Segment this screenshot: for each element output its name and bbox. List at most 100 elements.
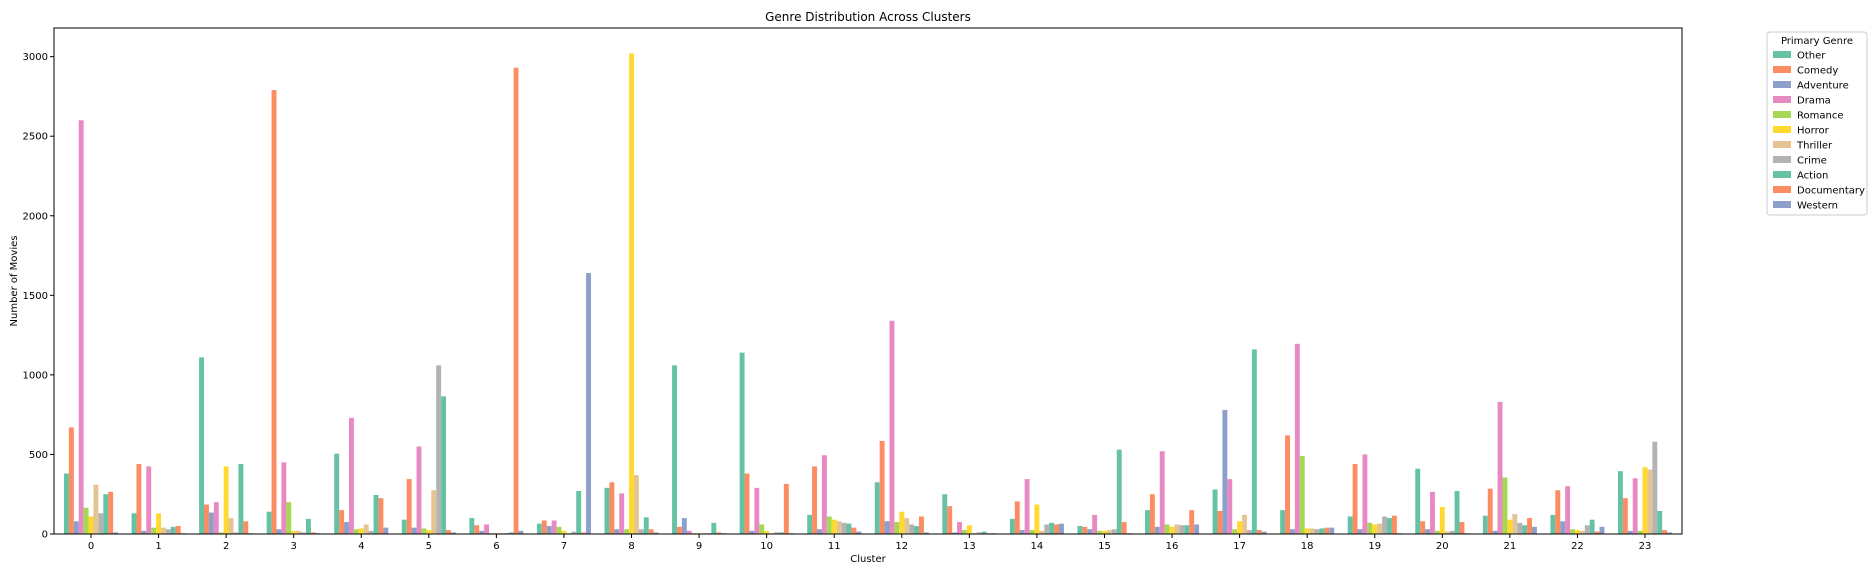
- bar-comedy-cluster-3: [271, 90, 277, 534]
- x-tick-label: 6: [493, 541, 499, 552]
- bar-drama-cluster-12: [889, 320, 895, 534]
- bar-romance-cluster-16: [1164, 524, 1170, 534]
- bar-other-cluster-21: [1482, 515, 1488, 534]
- bar-comedy-cluster-12: [879, 440, 885, 534]
- legend-swatch-thriller: [1773, 141, 1791, 148]
- bar-adventure-cluster-18: [1289, 529, 1295, 534]
- bar-adventure-cluster-4: [344, 522, 349, 534]
- bar-crime-cluster-0: [98, 513, 104, 534]
- bar-other-cluster-13: [942, 494, 948, 534]
- legend-label-romance: Romance: [1797, 111, 1843, 122]
- bar-thriller-cluster-2: [228, 518, 234, 534]
- bar-thriller-cluster-15: [1106, 530, 1112, 534]
- y-axis-label: Number of Movies: [9, 236, 20, 327]
- bar-horror-cluster-20: [1439, 506, 1445, 534]
- bar-crime-cluster-8: [638, 529, 644, 534]
- bar-romance-cluster-15: [1097, 530, 1103, 534]
- bar-adventure-cluster-7: [546, 526, 552, 534]
- legend-label-action: Action: [1797, 171, 1828, 182]
- x-tick-label: 3: [291, 541, 297, 552]
- bar-documentary-cluster-5: [446, 530, 451, 534]
- legend-swatch-western: [1773, 201, 1791, 208]
- bar-adventure-cluster-23: [1627, 530, 1633, 534]
- x-tick-label: 4: [358, 541, 364, 552]
- bar-other-cluster-18: [1280, 510, 1286, 534]
- bar-action-cluster-19: [1387, 518, 1392, 534]
- bar-action-cluster-4: [373, 495, 379, 534]
- bar-crime-cluster-7: [571, 531, 577, 534]
- bar-drama-cluster-4: [348, 417, 354, 534]
- bar-other-cluster-14: [1009, 518, 1015, 534]
- bar-action-cluster-13: [981, 531, 987, 534]
- bar-crime-cluster-16: [1179, 525, 1185, 534]
- legend-swatch-adventure: [1773, 81, 1791, 88]
- bar-crime-cluster-4: [368, 530, 374, 534]
- bar-documentary-cluster-20: [1459, 522, 1465, 534]
- bar-crime-cluster-5: [436, 365, 442, 534]
- bar-romance-cluster-2: [218, 532, 224, 534]
- bar-crime-cluster-10: [774, 532, 779, 534]
- bar-adventure-cluster-5: [411, 527, 417, 534]
- bar-romance-cluster-17: [1232, 529, 1238, 534]
- legend-label-horror: Horror: [1797, 126, 1830, 137]
- bar-documentary-cluster-15: [1121, 522, 1127, 534]
- bar-crime-cluster-1: [165, 529, 171, 534]
- legend-swatch-horror: [1773, 126, 1791, 133]
- bar-romance-cluster-23: [1637, 530, 1643, 534]
- bar-horror-cluster-7: [561, 530, 567, 534]
- legend-label-adventure: Adventure: [1797, 81, 1849, 92]
- bar-comedy-cluster-23: [1622, 498, 1628, 534]
- bar-horror-cluster-21: [1507, 519, 1513, 534]
- x-tick-label: 9: [696, 541, 702, 552]
- bar-documentary-cluster-19: [1391, 515, 1397, 534]
- bar-action-cluster-3: [305, 518, 311, 534]
- bar-western-cluster-23: [1667, 532, 1673, 534]
- bar-horror-cluster-1: [156, 513, 162, 534]
- bar-romance-cluster-14: [1029, 530, 1035, 534]
- y-tick-label: 3000: [23, 52, 48, 63]
- bar-romance-cluster-5: [421, 528, 427, 534]
- x-axis: 0 1 2 3 4 5 6 7 8 9 10 11 12 13 14 15 16 17 18 19 20 21 22 23: [88, 534, 1651, 552]
- bar-crime-cluster-18: [1314, 529, 1320, 534]
- bar-crime-cluster-23: [1652, 441, 1658, 534]
- bar-western-cluster-5: [450, 532, 456, 534]
- bar-horror-cluster-10: [764, 530, 770, 534]
- bar-comedy-cluster-14: [1014, 501, 1020, 534]
- legend-label-thriller: Thriller: [1796, 141, 1833, 152]
- bar-documentary-cluster-16: [1189, 510, 1195, 534]
- x-tick-label: 21: [1504, 541, 1517, 552]
- legend-frame: [1766, 31, 1868, 216]
- legend-swatch-action: [1773, 171, 1791, 178]
- bar-documentary-cluster-11: [851, 527, 857, 534]
- bar-comedy-cluster-8: [609, 482, 615, 534]
- bar-crime-cluster-13: [976, 532, 982, 534]
- bar-horror-cluster-19: [1372, 524, 1378, 534]
- bar-romance-cluster-3: [286, 502, 292, 534]
- bar-western-cluster-8: [653, 532, 659, 534]
- bar-romance-cluster-20: [1434, 530, 1440, 534]
- bar-thriller-cluster-18: [1309, 528, 1315, 534]
- bar-crime-cluster-19: [1382, 516, 1388, 534]
- x-tick-label: 12: [895, 541, 908, 552]
- bar-thriller-cluster-1: [161, 527, 166, 534]
- bar-action-cluster-6: [508, 532, 514, 534]
- y-tick-label: 2500: [23, 132, 48, 143]
- bar-thriller-cluster-5: [431, 490, 437, 534]
- bar-crime-cluster-12: [909, 524, 915, 534]
- bar-thriller-cluster-19: [1377, 523, 1383, 534]
- bar-thriller-cluster-20: [1444, 531, 1450, 534]
- y-tick-label: 1500: [23, 291, 48, 302]
- bar-drama-cluster-22: [1565, 486, 1571, 534]
- bar-drama-cluster-1: [146, 466, 152, 534]
- bar-adventure-cluster-3: [276, 529, 282, 534]
- bar-other-cluster-19: [1347, 516, 1353, 534]
- legend-label-documentary: Documentary: [1797, 186, 1865, 197]
- bar-thriller-cluster-23: [1647, 469, 1653, 534]
- bar-other-cluster-20: [1415, 468, 1421, 534]
- bar-drama-cluster-23: [1632, 478, 1638, 534]
- bar-horror-cluster-12: [899, 511, 905, 534]
- bar-other-cluster-5: [401, 519, 407, 534]
- x-tick-label: 17: [1233, 541, 1246, 552]
- bar-horror-cluster-5: [426, 530, 432, 534]
